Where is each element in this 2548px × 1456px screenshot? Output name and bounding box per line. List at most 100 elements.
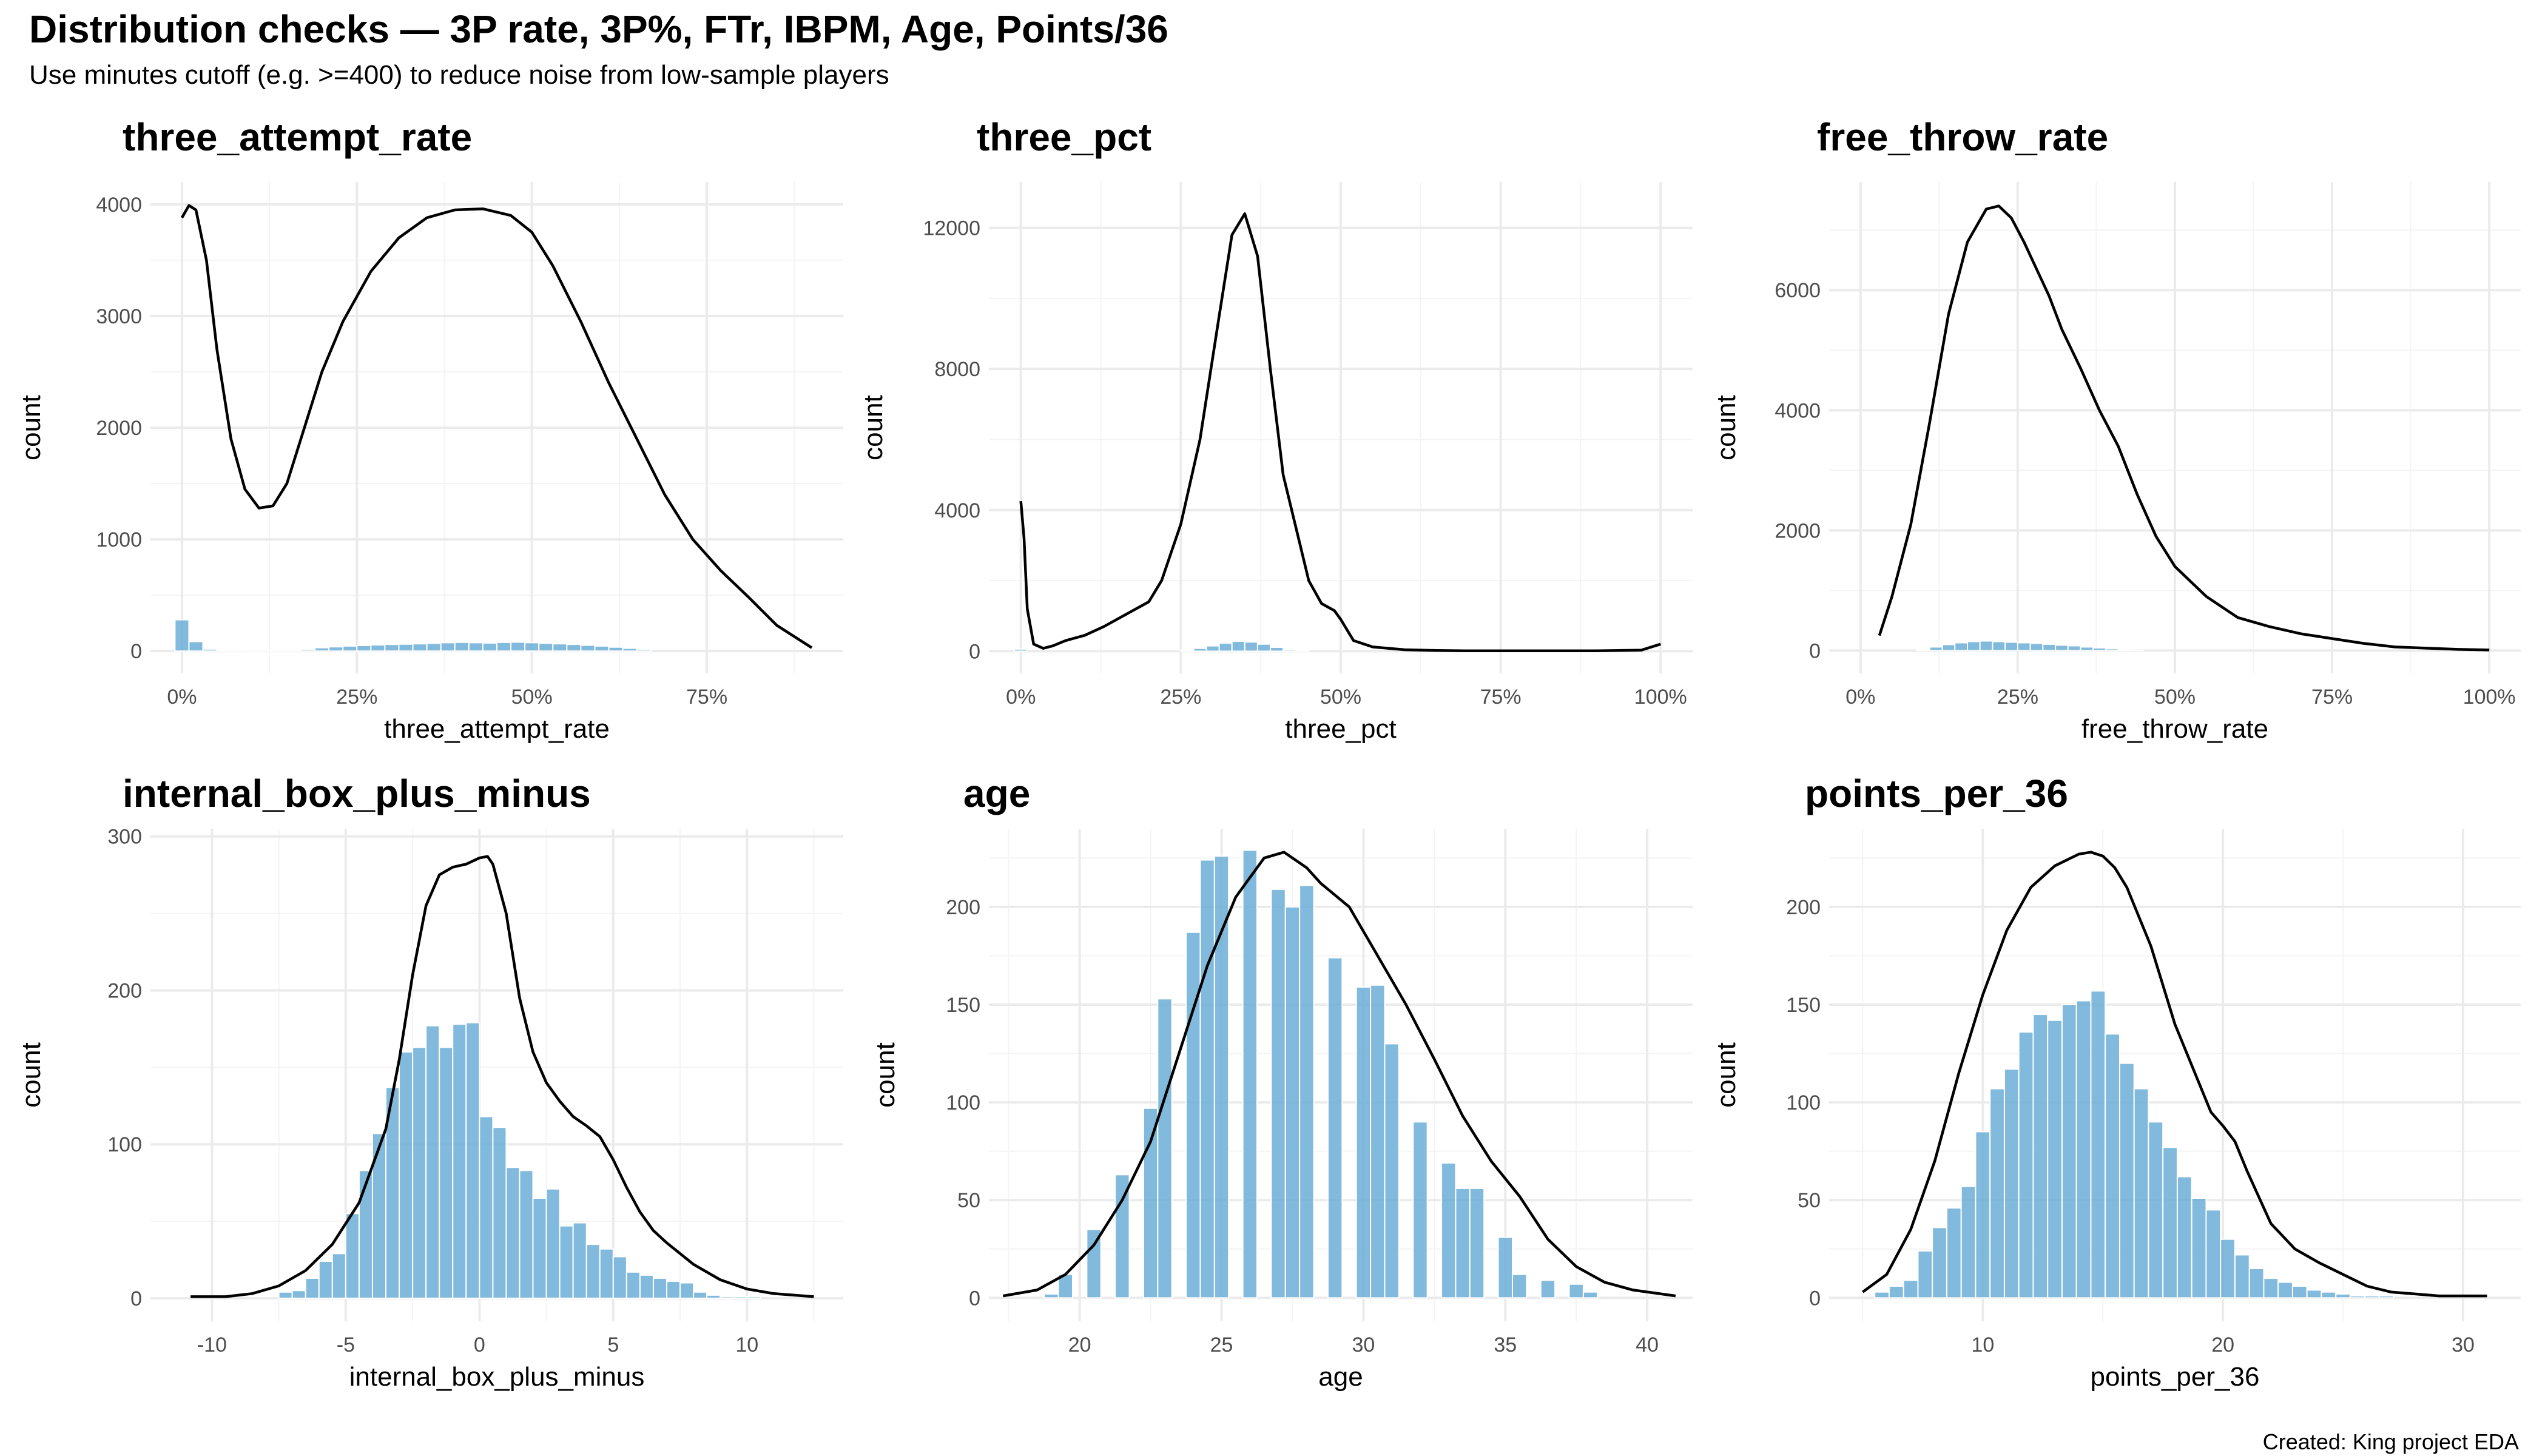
density-line: [1862, 851, 2487, 1298]
y-tick-label: 2000: [1774, 519, 1821, 542]
x-tick-label: 50%: [511, 686, 553, 709]
x-tick-label: 0%: [167, 686, 197, 709]
panel-three_attempt_rate: 0% 25% 50% 75% 0 1000 2000 3000 4000 three_attemp…: [16, 115, 843, 744]
histogram-bar: [479, 1116, 494, 1299]
histogram-bar: [612, 1256, 627, 1299]
histogram-bar: [1086, 1228, 1102, 1299]
panel-three_pct: 0% 25% 50% 75% 100%04000800012000three_pctth…: [858, 115, 1693, 744]
panel-title: three_pct: [977, 115, 1151, 159]
histogram-bar: [566, 644, 582, 652]
histogram-bar: [2092, 647, 2106, 652]
y-tick-label: 50: [957, 1189, 980, 1212]
density-line: [1019, 212, 1661, 653]
y-tick-label: 1000: [96, 528, 142, 551]
histogram-bar: [258, 650, 274, 652]
x-axis-title: free_throw_rate: [2081, 714, 2268, 744]
x-tick-label: -10: [197, 1333, 227, 1357]
histogram-bar: [693, 1291, 708, 1299]
x-tick-label: 75%: [2311, 686, 2353, 709]
x-tick-label: 35: [1494, 1333, 1517, 1357]
histogram-bar: [174, 619, 190, 652]
histogram-bar: [706, 1294, 721, 1299]
histogram-bar: [1244, 641, 1258, 652]
histogram-bar: [1043, 1293, 1059, 1299]
x-axis-title: internal_box_plus_minus: [349, 1362, 645, 1392]
histogram-bar: [1205, 645, 1220, 652]
y-axis-title: count: [1711, 1042, 1741, 1108]
panel-age: 20 25 30 35 40 0 50 100 150 200 age age count: [871, 772, 1693, 1392]
histogram-bar: [505, 1167, 521, 1299]
x-tick-label: 50%: [2154, 686, 2196, 709]
y-tick-label: 12000: [923, 217, 980, 240]
histogram-bar: [1370, 984, 1386, 1299]
x-tick-label: 10: [1971, 1333, 1994, 1357]
histogram-bar: [1946, 1207, 1962, 1299]
histogram-bar: [1888, 1286, 1904, 1299]
y-tick-label: 4000: [96, 194, 142, 217]
histogram-bar: [1299, 885, 1315, 1299]
histogram-bar: [666, 1281, 681, 1299]
histogram-bar: [2378, 1295, 2395, 1299]
histogram-bar: [1941, 644, 1956, 652]
histogram-bar: [2205, 1209, 2222, 1299]
y-tick-label: 0: [130, 640, 142, 663]
histogram-bar: [1979, 640, 1994, 652]
histogram-bar: [318, 1261, 333, 1299]
y-tick-label: 6000: [1774, 279, 1821, 302]
histogram-bar: [2306, 1289, 2322, 1299]
x-tick-label: 75%: [1480, 686, 1522, 709]
panel-title: age: [963, 772, 1030, 815]
histogram-bar: [1441, 1162, 1457, 1299]
histogram-bar: [468, 642, 484, 652]
histogram-bar: [2130, 649, 2145, 652]
histogram-bar: [639, 1274, 654, 1299]
y-tick-label: 0: [130, 1287, 142, 1310]
y-tick-label: 50: [1798, 1189, 1821, 1212]
histogram-bar: [2042, 643, 2057, 652]
histogram-bar: [2075, 1000, 2092, 1299]
histogram-bar: [230, 650, 246, 652]
histogram-bar: [2080, 646, 2094, 652]
histogram-bar: [2003, 1068, 2020, 1299]
histogram-bar: [679, 1282, 695, 1299]
x-axis-title: three_attempt_rate: [384, 714, 610, 744]
histogram-bar: [1932, 1227, 1947, 1299]
histogram-bar: [524, 642, 540, 652]
histogram-bar: [1282, 649, 1297, 652]
panel-title: free_throw_rate: [1817, 115, 2108, 159]
density-line: [1878, 204, 2490, 652]
x-tick-label: 0: [474, 1333, 485, 1357]
y-tick-label: 8000: [934, 358, 980, 381]
histogram-bar: [399, 1051, 414, 1299]
histogram-bar: [412, 643, 428, 652]
x-axis-title: points_per_36: [2091, 1362, 2260, 1392]
histogram-bar: [2176, 1176, 2192, 1299]
histogram-bar: [2047, 1019, 2063, 1299]
histogram-bar: [1954, 642, 1968, 652]
histogram-bar: [1185, 931, 1201, 1299]
histogram-bar: [622, 647, 638, 652]
histogram-bar: [1497, 1236, 1513, 1299]
histogram-bar: [202, 648, 218, 652]
histogram-bar: [1327, 957, 1343, 1299]
histogram-bar: [552, 643, 568, 652]
y-tick-label: 100: [107, 1133, 142, 1156]
histogram-bar: [2263, 1278, 2279, 1299]
histogram-bar: [580, 644, 596, 652]
x-tick-label: 10: [735, 1333, 758, 1357]
histogram-bar: [454, 641, 470, 652]
histogram-bar: [1218, 642, 1233, 652]
x-tick-label: 5: [607, 1333, 619, 1357]
histogram-bar: [510, 641, 526, 652]
histogram-bar: [519, 1170, 534, 1299]
histogram-bar: [439, 1046, 454, 1299]
histogram-bar: [2018, 1031, 2034, 1299]
y-axis-title: count: [16, 1042, 46, 1108]
histogram-bar: [2148, 1121, 2164, 1299]
histogram-bar: [2118, 1062, 2135, 1299]
x-tick-label: 100%: [1634, 686, 1687, 709]
histogram-bar: [1231, 641, 1245, 652]
y-tick-label: 0: [969, 1287, 980, 1310]
histogram-bar: [278, 1291, 293, 1299]
